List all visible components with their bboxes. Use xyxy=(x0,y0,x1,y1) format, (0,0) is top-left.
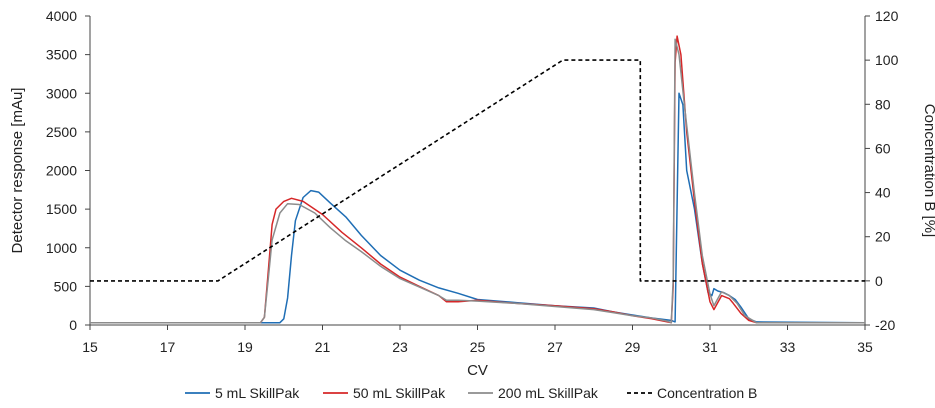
x-tick-label: 29 xyxy=(625,339,641,355)
y-tick-label: 3500 xyxy=(46,47,77,63)
y2-tick-label: 100 xyxy=(875,52,899,68)
y-tick-label: 2000 xyxy=(46,163,77,179)
y2-tick-label: 0 xyxy=(875,273,883,289)
y-tick-label: 1500 xyxy=(46,201,77,217)
legend-label-2: 200 mL SkillPak xyxy=(498,385,599,401)
y-tick-label: 1000 xyxy=(46,240,77,256)
legend: 5 mL SkillPak 50 mL SkillPak 200 mL SkillP… xyxy=(185,385,757,401)
y2-tick-label: 120 xyxy=(875,8,899,24)
y2-tick-label: 20 xyxy=(875,229,891,245)
x-tick-label: 17 xyxy=(160,339,176,355)
y2-tick-label: 80 xyxy=(875,96,891,112)
y-tick-label: 4000 xyxy=(46,8,77,24)
y-tick-label: 500 xyxy=(54,278,78,294)
series-line-3 xyxy=(90,59,865,282)
legend-label-0: 5 mL SkillPak xyxy=(215,385,300,401)
y-tick-label: 3000 xyxy=(46,85,77,101)
series-line-2 xyxy=(90,38,865,324)
y2-tick-label: 40 xyxy=(875,185,891,201)
x-tick-label: 21 xyxy=(315,339,331,355)
y-tick-label: 2500 xyxy=(46,124,77,140)
x-tick-label: 31 xyxy=(702,339,718,355)
x-tick-label: 19 xyxy=(237,339,253,355)
y2-axis-label: Concentration B [%] xyxy=(921,104,935,237)
x-tick-label: 27 xyxy=(547,339,563,355)
x-tick-label: 15 xyxy=(82,339,98,355)
legend-label-3: Concentration B xyxy=(657,385,757,401)
tick-labels: 0 500 1000 1500 2000 2500 3000 3500 4000 -20 0 20 40… xyxy=(46,8,899,355)
series-line-0 xyxy=(90,92,866,324)
y2-tick-label: -20 xyxy=(875,317,895,333)
plot-lines xyxy=(90,35,866,324)
y-tick-label: 0 xyxy=(69,317,77,333)
axes xyxy=(89,16,866,326)
y2-tick-label: 60 xyxy=(875,140,891,156)
x-tick-label: 23 xyxy=(392,339,408,355)
series-line-1 xyxy=(90,35,865,324)
x-tick-label: 35 xyxy=(857,339,873,355)
x-tick-label: 25 xyxy=(470,339,486,355)
legend-label-1: 50 mL SkillPak xyxy=(353,385,446,401)
x-axis-label: CV xyxy=(467,362,488,379)
y-axis-label: Detector response [mAu] xyxy=(9,88,26,254)
x-tick-label: 33 xyxy=(780,339,796,355)
